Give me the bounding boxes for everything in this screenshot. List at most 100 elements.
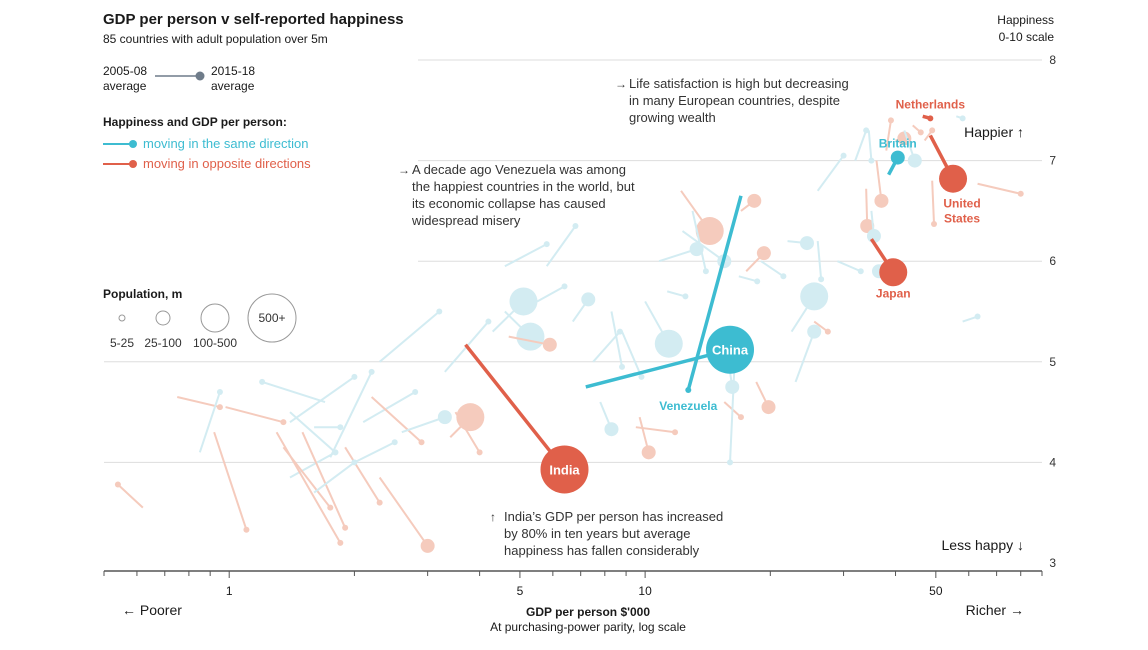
- legend-period-dot: [195, 71, 205, 81]
- legend-period-start-sub: average: [103, 79, 147, 93]
- country-15-bubble: [351, 373, 358, 380]
- country-59-trail: [837, 260, 862, 273]
- country-64-bubble: [868, 157, 875, 164]
- country-34-bubble: [616, 328, 623, 335]
- y-axis-title: Happiness: [997, 13, 1054, 27]
- country-26-bubble: [509, 287, 538, 316]
- country-57-bubble: [818, 276, 825, 283]
- x-axis-subtitle: At purchasing-power parity, log scale: [490, 620, 686, 634]
- country-5-bubble: [114, 481, 121, 488]
- country-20-bubble: [391, 439, 398, 446]
- country-63-bubble: [863, 127, 870, 134]
- japan-label: Japan: [876, 286, 911, 300]
- country-4-bubble: [280, 419, 287, 426]
- annotation-venezuela-line: A decade ago Venezuela was among: [412, 162, 626, 177]
- country-48-bubble: [747, 193, 762, 208]
- country-21-bubble: [436, 308, 443, 315]
- britain-label: Britain: [879, 137, 917, 151]
- country-49-trail: [738, 275, 758, 283]
- legend-population-circle-5-25: [118, 314, 126, 322]
- legend-population-label-500+: 500+: [258, 311, 285, 325]
- legend-period-start: 2005-08: [103, 64, 147, 78]
- country-55-trail: [794, 331, 816, 383]
- country-43-bubble: [702, 268, 709, 275]
- country-46-bubble: [737, 414, 744, 421]
- country-27-bubble: [516, 322, 545, 351]
- country-40-bubble: [682, 293, 689, 300]
- country-64-trail: [867, 130, 873, 161]
- country-9-trail: [275, 431, 342, 544]
- country-23-bubble: [456, 403, 485, 432]
- country-19-trail: [378, 476, 429, 547]
- annotation-europe-arrow: →: [615, 77, 627, 91]
- country-37-trail: [621, 331, 643, 378]
- x-axis: [103, 570, 1043, 578]
- legend-population-circle-500+: [247, 293, 297, 343]
- legend-same-dot: [129, 140, 137, 148]
- china-label: China: [712, 343, 749, 358]
- annotation-india-line: by 80% in ten years but average: [504, 526, 690, 541]
- country-4-trail: [225, 406, 284, 424]
- richer-label: Richer →: [966, 602, 1024, 618]
- country-16-bubble: [368, 368, 375, 375]
- y-tick-label-5: 5: [1049, 355, 1056, 369]
- britain-bubble: [890, 150, 905, 165]
- country-29-bubble: [543, 241, 550, 248]
- chart-subtitle: 85 countries with adult population over …: [103, 32, 328, 46]
- country-74-bubble: [1017, 190, 1024, 197]
- country-16-trail: [329, 371, 373, 458]
- legend-population-circle-100-500: [200, 303, 230, 333]
- annotation-europe-line: growing wealth: [629, 110, 716, 125]
- country-37-bubble: [638, 373, 645, 380]
- country-58-bubble: [840, 152, 847, 159]
- venezuela-trail: [686, 195, 743, 391]
- annotation-europe-line: Life satisfaction is high but decreasing: [629, 76, 849, 91]
- country-38-bubble: [672, 429, 679, 436]
- country-18-bubble: [418, 439, 425, 446]
- country-9-bubble: [337, 539, 344, 546]
- country-2-bubble: [216, 388, 223, 395]
- country-57-trail: [816, 240, 823, 280]
- country-61-bubble: [866, 229, 881, 244]
- highlighted-countries: [464, 114, 968, 494]
- country-19-bubble: [420, 538, 435, 553]
- country-43-trail: [691, 210, 707, 272]
- country-12-trail: [344, 446, 381, 504]
- country-44-trail: [681, 230, 725, 263]
- country-31-trail: [545, 225, 577, 267]
- annotation-india-arrow: ↑: [490, 510, 496, 524]
- country-51-bubble: [761, 400, 776, 415]
- country-36-bubble: [641, 445, 656, 460]
- country-1-bubble: [216, 404, 223, 411]
- poorer-label: ← Poorer: [122, 602, 182, 618]
- annotation-venezuela-arrow: →: [398, 163, 410, 177]
- india-trail: [464, 343, 566, 471]
- china-trail: [585, 348, 731, 389]
- y-tick-label-8: 8: [1049, 53, 1056, 67]
- country-33-bubble: [604, 422, 619, 437]
- x-tick-label-1: 1: [226, 584, 233, 598]
- country-17-bubble: [412, 388, 419, 395]
- country-18-trail: [370, 396, 423, 444]
- y-tick-label-3: 3: [1049, 556, 1056, 570]
- y-tick-label-4: 4: [1049, 455, 1056, 469]
- country-53-bubble: [799, 236, 814, 251]
- country-52-bubble: [780, 273, 787, 280]
- country-7-trail: [289, 451, 336, 479]
- legend-opposite-dot: [129, 160, 137, 168]
- india-label: India: [549, 462, 580, 477]
- y-tick-label-7: 7: [1049, 154, 1056, 168]
- x-tick-label-10: 10: [638, 584, 652, 598]
- country-22-trail: [401, 416, 446, 434]
- japan-bubble: [879, 258, 908, 287]
- country-49-bubble: [754, 278, 761, 285]
- country-60-bubble: [860, 218, 875, 233]
- legend-population-label-5-25: 5-25: [110, 336, 134, 350]
- united-states-bubble: [939, 164, 968, 193]
- country-17-trail: [362, 391, 416, 424]
- x-tick-label-5: 5: [517, 584, 524, 598]
- country-6-bubble: [259, 378, 266, 385]
- country-12-bubble: [376, 499, 383, 506]
